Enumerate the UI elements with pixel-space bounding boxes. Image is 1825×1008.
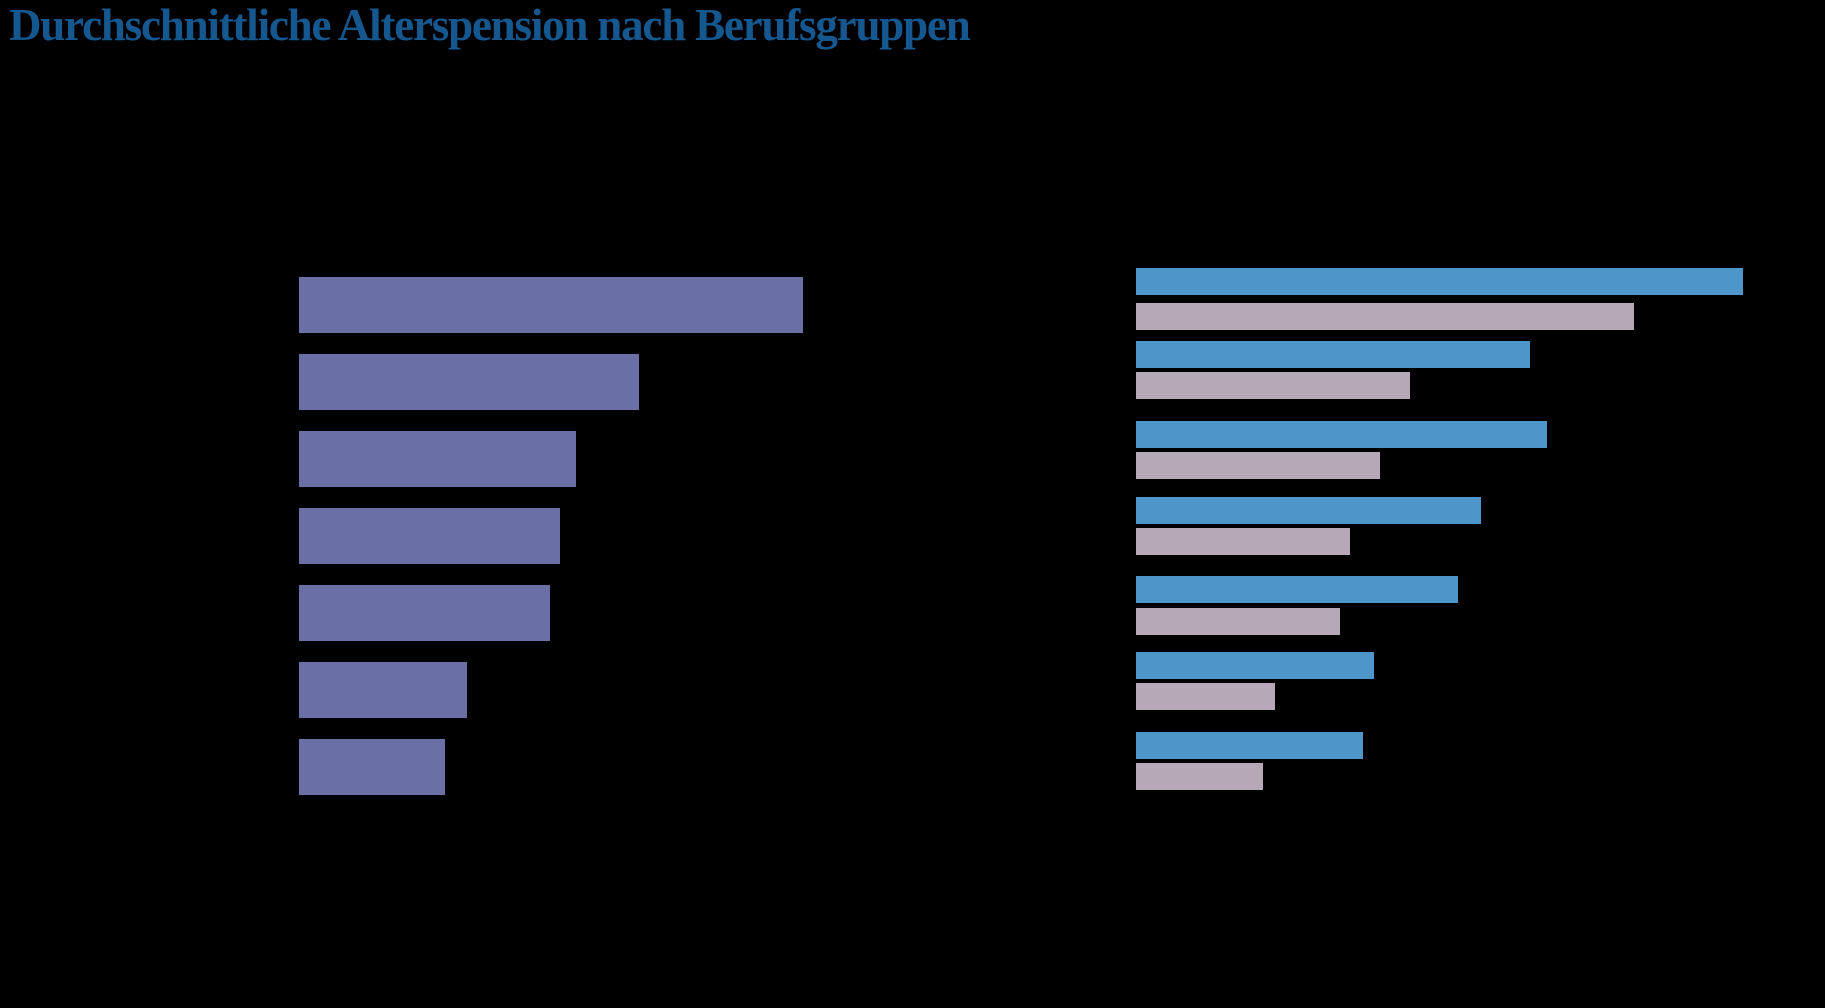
right-blue-series-bar-4 xyxy=(1136,497,1481,524)
left-purple-series-bar-4 xyxy=(299,508,560,564)
right-blue-series-bar-6 xyxy=(1136,652,1374,679)
right-mauve-series-bar-1 xyxy=(1136,303,1634,330)
left-purple-series-bar-3 xyxy=(299,431,576,487)
left-purple-series-bar-2 xyxy=(299,354,639,410)
right-mauve-series-bar-3 xyxy=(1136,452,1380,479)
right-blue-series-bar-3 xyxy=(1136,421,1547,448)
left-purple-series-bar-5 xyxy=(299,585,550,641)
left-purple-series-bar-1 xyxy=(299,277,803,333)
right-mauve-series-bar-2 xyxy=(1136,372,1410,399)
left-purple-series-bar-7 xyxy=(299,739,445,795)
right-blue-series-bar-1 xyxy=(1136,268,1743,295)
right-mauve-series-bar-7 xyxy=(1136,763,1263,790)
right-blue-series-bar-5 xyxy=(1136,576,1458,603)
right-mauve-series-bar-6 xyxy=(1136,683,1275,710)
right-blue-series-bar-2 xyxy=(1136,341,1530,368)
left-purple-series-bar-6 xyxy=(299,662,467,718)
chart-title: Durchschnittliche Alterspension nach Ber… xyxy=(9,0,971,50)
right-blue-series-bar-7 xyxy=(1136,732,1363,759)
right-mauve-series-bar-4 xyxy=(1136,528,1350,555)
right-mauve-series-bar-5 xyxy=(1136,608,1340,635)
